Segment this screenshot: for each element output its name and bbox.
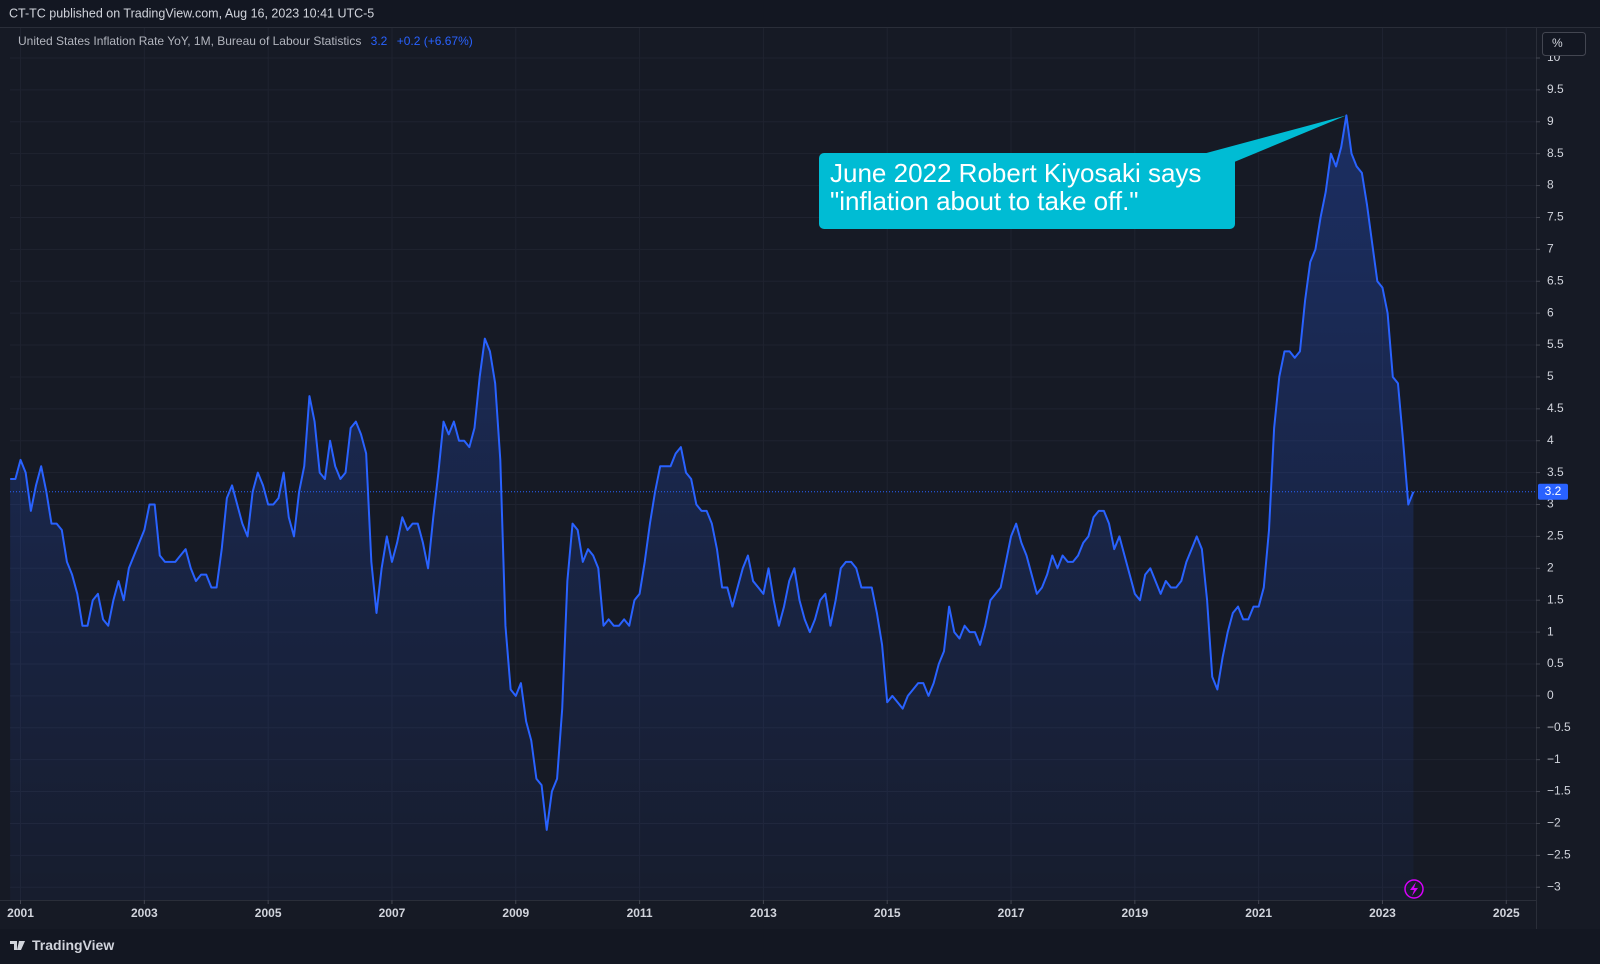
y-tick-label: −3	[1547, 879, 1561, 893]
legend: United States Inflation Rate YoY, 1M, Bu…	[18, 34, 473, 48]
y-tick-label: 2.5	[1547, 529, 1564, 543]
area-fill	[10, 115, 1414, 900]
y-tick-label: 3	[1547, 497, 1554, 511]
last-value-label: 3.2	[1545, 484, 1562, 498]
x-tick-label: 2017	[998, 906, 1025, 920]
x-tick-label: 2015	[874, 906, 901, 920]
x-tick-label: 2013	[750, 906, 777, 920]
axes: −3 −2.5 −2 −1.5 −1 −0.5 0 0.5 1 1.5 2 2.5 3 3.5 4 4.5 5 5…	[7, 50, 1571, 920]
footer-logo	[10, 941, 25, 950]
x-tick-label: 2011	[627, 906, 653, 920]
annotation-text: "inflation about to take off."	[830, 186, 1139, 216]
y-tick-label: 7	[1547, 242, 1554, 256]
y-tick-label: 1	[1547, 624, 1554, 638]
y-tick-label: −1	[1547, 752, 1561, 766]
x-tick-label: 2001	[7, 906, 34, 920]
y-tick-label: 9.5	[1547, 82, 1564, 96]
annotation-box	[819, 153, 1235, 229]
percent-button-label[interactable]: %	[1552, 36, 1563, 50]
events-icon[interactable]	[1404, 879, 1424, 899]
y-tick-label: 4.5	[1547, 401, 1564, 415]
annotation: June 2022 Robert Kiyosaki says"inflation…	[819, 115, 1347, 229]
x-tick-label: 2007	[379, 906, 406, 920]
y-tick-label: 5.5	[1547, 337, 1564, 351]
y-tick-label: −2.5	[1547, 848, 1571, 862]
y-tick-label: 0.5	[1547, 656, 1564, 670]
annotation-pointer	[1199, 115, 1347, 165]
footer-bar	[0, 929, 1600, 964]
y-tick-label: 2	[1547, 560, 1554, 574]
y-tick-label: 0	[1547, 688, 1554, 702]
y-tick-label: 7.5	[1547, 210, 1564, 224]
header-text: CT-TC published on TradingView.com, Aug …	[9, 6, 374, 20]
x-tick-label: 2023	[1369, 906, 1396, 920]
y-tick-label: 5	[1547, 369, 1554, 383]
header-bar	[0, 0, 1600, 27]
last-value-box	[1538, 483, 1568, 500]
x-tick-label: 2019	[1121, 906, 1148, 920]
y-tick-label: 6	[1547, 305, 1554, 319]
y-tick-label: 3.5	[1547, 465, 1564, 479]
y-tick-label: 8	[1547, 178, 1554, 192]
legend-value: 3.2	[371, 34, 388, 48]
y-tick-label: 4	[1547, 433, 1554, 447]
x-tick-label: 2005	[255, 906, 282, 920]
y-tick-label: −1.5	[1547, 784, 1571, 798]
y-tick-label: 6.5	[1547, 273, 1564, 287]
plot	[10, 114, 1536, 900]
y-tick-label: 8.5	[1547, 146, 1564, 160]
legend-change: +0.2 (+6.67%)	[397, 34, 473, 48]
footer-text: TradingView	[32, 937, 114, 953]
line	[10, 114, 1415, 831]
legend-title: United States Inflation Rate YoY, 1M, Bu…	[18, 34, 361, 48]
y-tick-label: 9	[1547, 114, 1554, 128]
x-tick-label: 2003	[131, 906, 158, 920]
y-tick-label: −2	[1547, 816, 1561, 830]
x-tick-label: 2025	[1493, 906, 1520, 920]
x-tick-label: 2021	[1245, 906, 1272, 920]
percent-button[interactable]	[1542, 32, 1586, 56]
annotation-text: June 2022 Robert Kiyosaki says	[830, 158, 1201, 188]
x-tick-label: 2009	[502, 906, 529, 920]
y-tick-label: −0.5	[1547, 720, 1571, 734]
y-tick-label: 1.5	[1547, 592, 1564, 606]
